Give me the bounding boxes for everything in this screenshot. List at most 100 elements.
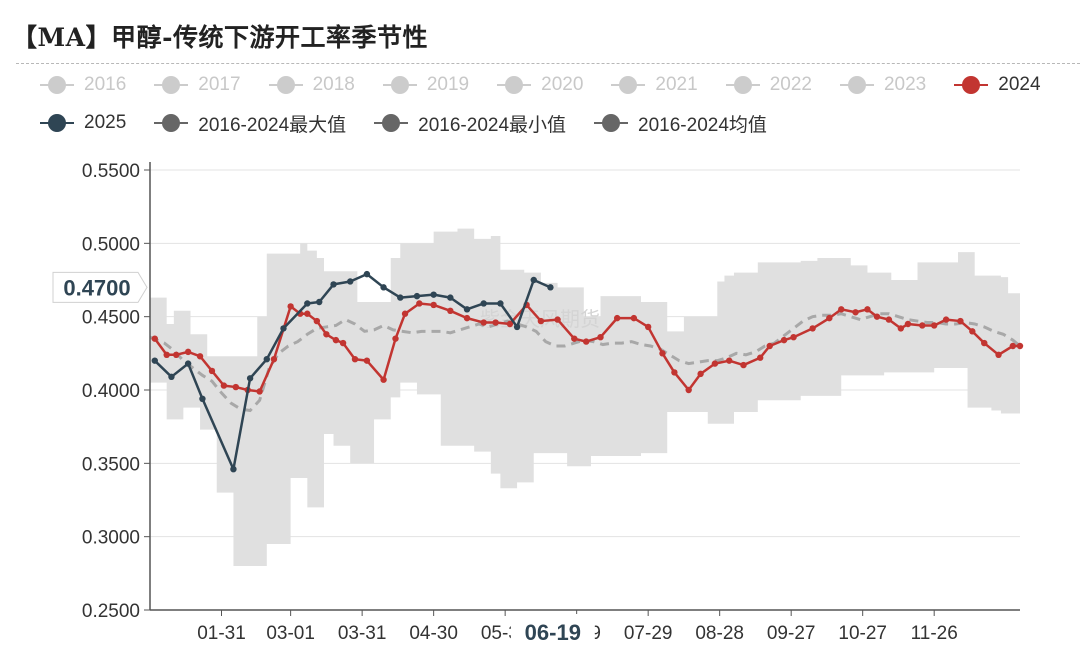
data-point [1009, 342, 1017, 350]
data-point [304, 310, 311, 317]
data-point [644, 323, 652, 331]
series-layer [149, 270, 1024, 473]
legend-symbol-icon [268, 75, 303, 95]
x-tick-label: 08-28 [695, 623, 744, 644]
data-point [430, 291, 437, 298]
data-point [232, 383, 240, 391]
legend-symbol-icon [154, 75, 189, 95]
x-tick-label: 11-26 [911, 623, 958, 644]
data-point [981, 339, 988, 347]
data-point [173, 351, 180, 358]
data-point [246, 375, 254, 382]
legend-label: 2021 [655, 74, 698, 95]
data-point [430, 301, 437, 309]
data-point [897, 325, 905, 332]
legend-item[interactable]: 2022 [725, 66, 812, 104]
data-point [697, 370, 704, 378]
data-point [480, 319, 487, 326]
data-point [790, 334, 797, 341]
data-point [513, 323, 521, 331]
legend-item[interactable]: 2018 [268, 66, 355, 104]
data-point [380, 284, 387, 291]
data-point [208, 367, 216, 375]
y-pointer-box [52, 271, 148, 303]
legend-symbol-icon [954, 75, 989, 95]
data-point [613, 314, 621, 322]
legend-label: 2020 [541, 74, 584, 95]
data-point [184, 348, 192, 356]
min-max-band [150, 228, 1020, 566]
data-point [163, 351, 170, 358]
data-point [397, 294, 404, 301]
legend-label: 2023 [883, 74, 927, 95]
legend-label: 2025 [84, 112, 127, 133]
data-point [969, 328, 976, 335]
legend-item[interactable]: 2024 [954, 66, 1041, 104]
data-point [230, 466, 237, 473]
x-tick-label: 07-29 [624, 623, 673, 644]
data-point [363, 357, 371, 364]
legend-item[interactable]: 2017 [154, 66, 241, 104]
data-point [597, 334, 604, 341]
legend-label: 2016 [84, 74, 127, 95]
data-point [416, 300, 423, 307]
y-tick-label: 0.3500 [82, 454, 140, 475]
data-point [942, 316, 950, 323]
data-point [330, 281, 337, 288]
data-point [313, 317, 321, 325]
x-tick-label: 01-31 [197, 623, 246, 644]
data-point [957, 317, 964, 325]
legend-symbol-icon [725, 75, 760, 95]
data-point [630, 314, 638, 322]
y-tick-label: 0.2500 [82, 601, 140, 622]
data-point [930, 322, 938, 329]
data-point [554, 316, 561, 323]
data-point [885, 316, 893, 323]
legend-item[interactable]: 2019 [382, 66, 470, 104]
data-point [184, 360, 192, 367]
legend-item[interactable]: 2016-2024最小值 [374, 104, 566, 142]
legend-symbol-icon [382, 75, 417, 95]
data-point [392, 335, 399, 342]
data-point [151, 335, 158, 342]
x-tick-label: 04-30 [409, 623, 458, 644]
legend-label: 2019 [426, 74, 470, 95]
data-point [919, 322, 926, 329]
data-point [351, 356, 359, 363]
legend-item[interactable]: 2016-2024最大值 [154, 104, 346, 142]
data-point [685, 386, 692, 394]
data-point [347, 278, 354, 285]
legend-label: 2016-2024均值 [638, 114, 767, 136]
legend-item[interactable]: 2023 [839, 66, 927, 104]
legend-symbol-icon [40, 113, 74, 133]
data-point [323, 331, 330, 338]
data-point [740, 361, 747, 369]
y-tick-label: 0.4000 [82, 381, 140, 402]
data-point [995, 351, 1002, 358]
data-point [287, 303, 294, 310]
data-point [809, 325, 816, 332]
x-tick-label: 03-31 [338, 623, 387, 644]
legend-symbol-icon [374, 113, 409, 133]
data-point [1016, 342, 1024, 350]
legend-item[interactable]: 2025 [40, 104, 126, 142]
data-point [780, 336, 788, 344]
data-point [582, 338, 590, 345]
data-point [196, 353, 204, 360]
data-point [263, 356, 270, 363]
data-point [168, 373, 175, 380]
legend-item[interactable]: 2021 [611, 66, 698, 104]
legend-item[interactable]: 2016 [40, 66, 126, 104]
series-group [151, 270, 554, 473]
data-point [537, 317, 545, 325]
data-point [756, 354, 764, 361]
data-point [256, 388, 263, 395]
chart-title: 【MA】甲醇-传统下游开工率季节性 [12, 23, 428, 52]
data-point [413, 292, 421, 300]
legend-item[interactable]: 2016-2024均值 [594, 104, 767, 142]
x-pointer-bg [510, 614, 595, 648]
y-tick-label: 0.5000 [82, 234, 140, 255]
data-point [726, 357, 733, 364]
data-point [497, 300, 504, 307]
legend-item[interactable]: 2020 [497, 66, 583, 104]
